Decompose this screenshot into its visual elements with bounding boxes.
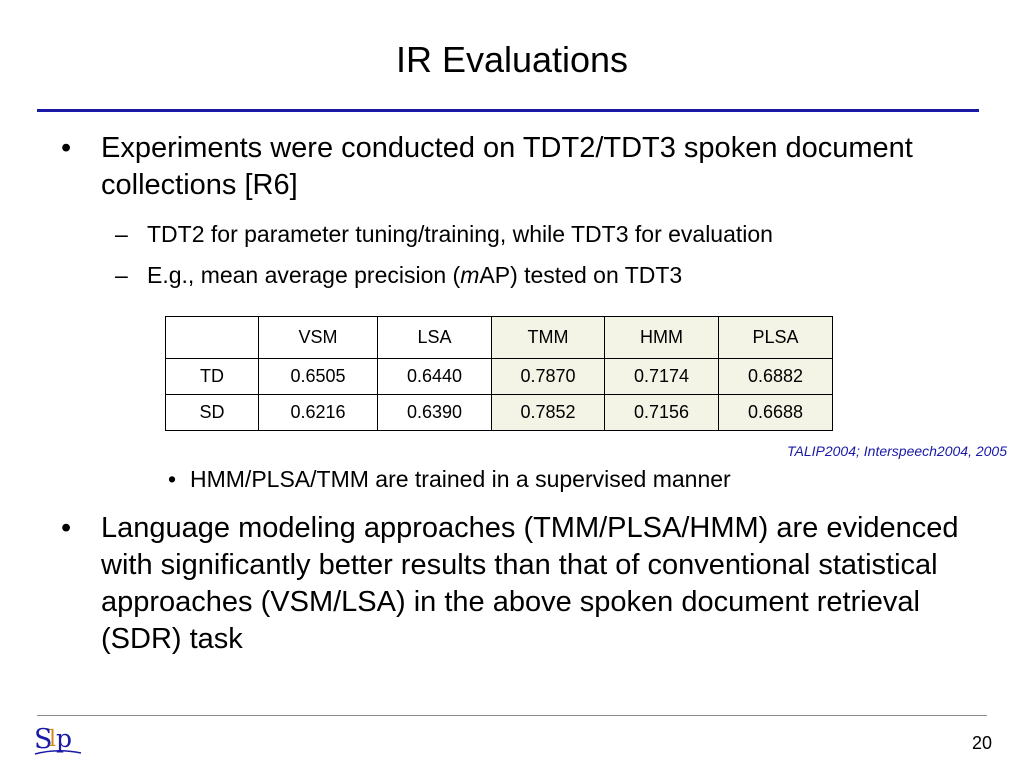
table-cell: 0.6390 — [377, 394, 492, 431]
table-cell: 0.7174 — [604, 358, 719, 395]
table-note-text: HMM/PLSA/TMM are trained in a supervised… — [190, 466, 731, 492]
slp-logo-icon: S l p — [34, 724, 82, 755]
svg-text:p: p — [56, 724, 72, 753]
table-row: TD 0.6505 0.6440 0.7870 0.7174 0.6882 — [165, 358, 833, 395]
table-cell: 0.7870 — [491, 358, 605, 395]
footer-divider — [37, 715, 987, 716]
sub-bullet-2-marker: – — [115, 262, 128, 288]
table-header-corner — [165, 316, 259, 359]
table-cell: 0.6440 — [377, 358, 492, 395]
bullet-2-text: Language modeling approaches (TMM/PLSA/H… — [101, 512, 959, 655]
table-header-lsa: LSA — [377, 316, 492, 359]
sub-bullet-2-post: AP) tested on TDT3 — [479, 262, 683, 288]
table-cell: 0.6882 — [718, 358, 833, 395]
table-row-label: TD — [165, 358, 259, 395]
table-header-plsa: PLSA — [718, 316, 833, 359]
sub-bullet-1: – TDT2 for parameter tuning/training, wh… — [115, 219, 773, 249]
table-header-hmm: HMM — [604, 316, 719, 359]
bullet-1: • Experiments were conducted on TDT2/TDT… — [61, 130, 961, 204]
table-header-vsm: VSM — [258, 316, 378, 359]
title-divider — [37, 109, 979, 112]
sub-bullet-2-pre: E.g., mean average precision ( — [147, 262, 461, 288]
sub-bullet-1-marker: – — [115, 221, 128, 247]
table-header-row: VSM LSA TMM HMM PLSA — [165, 316, 833, 359]
table-cell: 0.6505 — [258, 358, 378, 395]
sub-bullet-2: – E.g., mean average precision (mAP) tes… — [115, 260, 683, 290]
table-row-label: SD — [165, 394, 259, 431]
slide-title: IR Evaluations — [395, 39, 629, 80]
table-cell: 0.6688 — [718, 394, 833, 431]
svg-text:l: l — [49, 727, 56, 752]
svg-text:S: S — [34, 724, 53, 755]
table-header-tmm: TMM — [491, 316, 605, 359]
table-cell: 0.7852 — [491, 394, 605, 431]
table-note-marker: • — [168, 466, 177, 492]
table-row: SD 0.6216 0.6390 0.7852 0.7156 0.6688 — [165, 394, 833, 431]
sub-bullet-2-italic: m — [460, 262, 480, 288]
citation: TALIP2004; Interspeech2004, 2005 — [786, 443, 1007, 459]
bullet-1-text: Experiments were conducted on TDT2/TDT3 … — [101, 132, 913, 201]
table-cell: 0.6216 — [258, 394, 378, 431]
bullet-2: • Language modeling approaches (TMM/PLSA… — [61, 510, 981, 658]
page-number: 20 — [971, 733, 992, 753]
bullet-2-marker: • — [61, 512, 72, 544]
sub-bullet-1-text: TDT2 for parameter tuning/training, whil… — [147, 221, 773, 247]
results-table: VSM LSA TMM HMM PLSA TD 0.6505 0.6440 0.… — [165, 316, 833, 431]
bullet-1-marker: • — [61, 132, 72, 164]
table-note: • HMM/PLSA/TMM are trained in a supervis… — [168, 464, 731, 494]
table-cell: 0.7156 — [604, 394, 719, 431]
